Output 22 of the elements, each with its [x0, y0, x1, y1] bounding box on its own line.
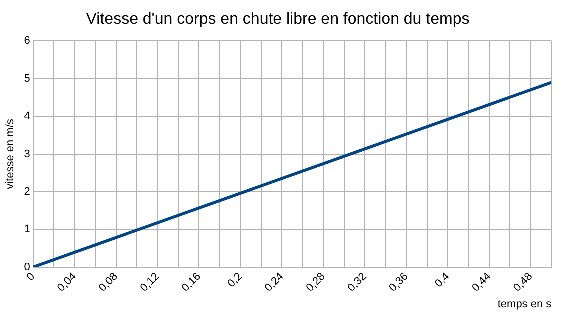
- x-tick-label: 0,36: [387, 270, 411, 294]
- y-tick-label: 6: [24, 35, 30, 48]
- x-tick-label: 0,48: [512, 270, 536, 294]
- y-tick-label: 5: [24, 72, 30, 85]
- x-tick-label: 0,4: [432, 270, 452, 290]
- x-tick-label: 0,16: [180, 270, 204, 294]
- x-tick-label: 0,2: [226, 270, 245, 290]
- x-tick-label: 0,44: [470, 270, 494, 294]
- x-axis-title: temps en s: [498, 298, 552, 310]
- y-tick-label: 1: [24, 224, 30, 236]
- y-axis-title: vitesse en m/s: [4, 118, 17, 190]
- y-tick-label: 2: [24, 186, 30, 198]
- x-tick-label: 0,28: [304, 270, 328, 294]
- x-tick-label: 0,32: [346, 270, 370, 294]
- x-tick-label: 0,04: [55, 270, 80, 294]
- y-tick-label: 4: [24, 110, 30, 123]
- y-tick-label: 0: [24, 261, 30, 274]
- y-tick-label: 3: [24, 148, 30, 160]
- chart-title: Vitesse d'un corps en chute libre en fonction du temps: [86, 11, 470, 28]
- x-tick-label: 0,08: [96, 270, 121, 294]
- x-tick-label: 0,24: [262, 270, 286, 294]
- x-tick-label: 0,12: [138, 270, 162, 294]
